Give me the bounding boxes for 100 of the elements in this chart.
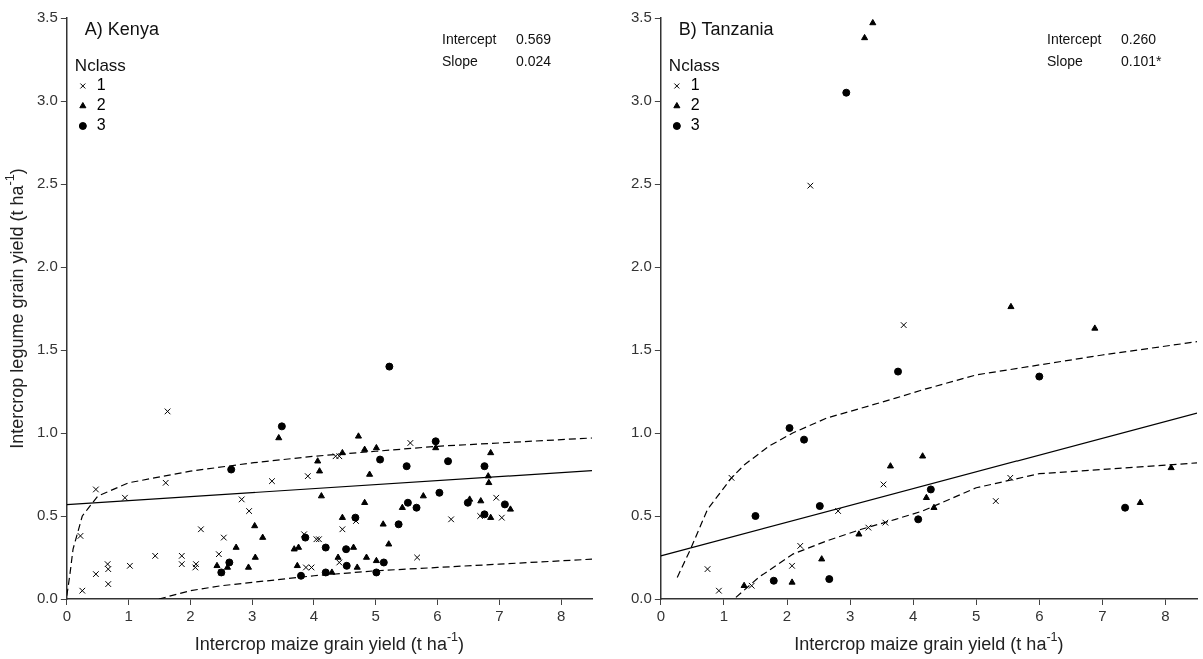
point [740,581,748,588]
point [1006,474,1014,482]
point [487,513,495,520]
x-tick-label: 6 [1035,607,1044,625]
y-tick-label: 1.0 [630,423,652,441]
point [431,437,440,446]
point [922,493,930,500]
legend-label: 2 [690,96,700,114]
point [335,559,343,566]
point [492,494,500,502]
point [748,582,756,590]
point [342,545,351,554]
point [432,443,440,451]
point [126,562,134,570]
point [244,563,253,570]
point [335,452,343,460]
y-tick-label: 2.5 [630,174,652,192]
point [894,367,903,376]
point [394,520,403,529]
y-tick-label: 2.0 [630,257,652,275]
point [213,561,221,569]
point [215,550,223,558]
x-tick-label: 0 [62,607,72,625]
point [1007,302,1015,310]
x-tick-label: 6 [433,607,442,625]
line-series [158,558,592,599]
point [162,479,170,487]
point [865,524,872,531]
point [930,503,938,510]
point [349,543,358,550]
point [485,478,493,486]
x-tick-label: 7 [1098,607,1107,625]
point [412,503,421,512]
point [372,556,380,564]
point [238,496,246,503]
point [506,505,514,512]
point [476,512,484,520]
point [788,562,796,570]
point [164,408,171,415]
point [1035,372,1044,381]
legend-title: Nclass [74,55,126,75]
point [353,563,361,570]
x-tick-label: 1 [124,607,133,625]
point [328,568,336,575]
x-tick-label: 5 [972,607,981,625]
point [466,495,474,502]
point [807,182,814,189]
point [480,510,489,519]
point [192,564,199,571]
x-tick-label: 2 [782,607,792,625]
point [1136,498,1144,505]
point [297,571,306,580]
y-tick-label: 2.5 [36,174,58,192]
point [419,492,427,499]
y-tick-label: 1.5 [630,340,652,358]
point [92,570,100,578]
y-tick-label: 0.5 [630,506,652,524]
point [232,543,240,550]
text: Slope 0.101* [1047,52,1162,69]
x-tick-label: 8 [1161,607,1170,625]
y-tick-label: 0.5 [36,506,58,524]
point [1091,324,1099,331]
point [900,321,908,329]
legend-label: 3 [96,116,106,134]
point [498,514,506,521]
point [321,543,330,552]
text: Intercept 0.569 [442,30,552,47]
point [372,568,381,577]
point [295,543,303,550]
point [385,540,393,547]
point [447,515,455,523]
x-tick-label: 5 [371,607,380,625]
y-tick-label: 1.5 [36,340,58,358]
point [855,530,863,537]
legend-title: Nclass [668,55,720,75]
point [500,500,509,509]
point [354,432,362,439]
point [992,497,1000,505]
point [316,467,324,474]
point [372,443,380,451]
x-tick-label: 2 [186,607,195,625]
point [788,578,796,585]
y-tick-label: 3.5 [630,8,652,26]
point [480,462,489,471]
text: Intercept 0.260 [1047,30,1157,47]
point [769,576,778,585]
point [728,474,735,482]
point [77,532,84,540]
point [435,488,444,497]
point [304,472,312,480]
point [926,485,935,494]
point [300,530,308,538]
point [882,519,889,526]
point [338,513,346,520]
point [342,561,351,570]
point [385,362,394,371]
y-tick-label: 1.0 [36,423,58,441]
point [302,564,310,571]
y-tick-label: 2.0 [36,257,58,275]
point [402,462,411,471]
